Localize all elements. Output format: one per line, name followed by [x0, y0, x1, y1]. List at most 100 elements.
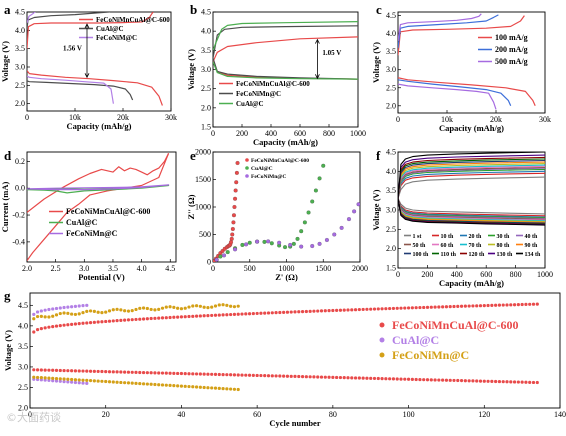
y-tick-label: 2.0: [18, 404, 28, 413]
data-point: [230, 232, 235, 237]
series-line: [27, 70, 163, 106]
data-point: [229, 236, 234, 241]
data-point: [54, 306, 59, 311]
data-point: [39, 368, 43, 372]
data-point: [134, 381, 138, 385]
data-point: [278, 310, 282, 315]
data-point: [107, 309, 112, 313]
series-line: [213, 25, 358, 59]
data-point: [153, 371, 157, 375]
x-tick-label: 120: [478, 410, 490, 419]
data-point: [85, 303, 89, 307]
data-point: [88, 321, 93, 325]
data-point: [295, 236, 300, 241]
data-point: [32, 375, 36, 379]
cycle-discharge-line: [398, 198, 545, 221]
legend-entry: CuAl@C: [251, 166, 273, 172]
panel-letter: c: [376, 2, 382, 17]
legend: 100 mA/g 200 mA/g 500 mA/g: [478, 33, 528, 66]
legend-entry: 80 th: [497, 243, 510, 249]
data-point: [138, 306, 142, 310]
data-point: [501, 380, 505, 384]
cycle-charge-line: [398, 165, 545, 199]
plot-area: [27, 12, 163, 106]
data-point: [274, 374, 278, 378]
data-point: [229, 373, 233, 377]
data-point: [388, 377, 392, 381]
data-point: [270, 311, 274, 315]
cycle-discharge-line: [398, 198, 545, 219]
data-point: [123, 381, 127, 385]
data-point: [115, 307, 119, 311]
data-point: [269, 241, 274, 246]
data-point: [126, 318, 131, 322]
data-point: [372, 376, 377, 381]
data-point: [54, 324, 59, 328]
y-tick-label: 2.5: [18, 383, 28, 392]
data-point: [289, 374, 293, 378]
data-point: [274, 311, 278, 315]
cycle-charge-line: [398, 168, 545, 199]
panel-letter: e: [190, 148, 196, 163]
x-tick-label: 30k: [165, 113, 177, 122]
data-point: [425, 305, 430, 309]
data-point: [467, 379, 471, 383]
data-point: [213, 372, 218, 376]
data-point: [218, 254, 223, 259]
series-line: [213, 36, 358, 63]
series-line: [27, 75, 114, 104]
y-tick-label: 2.0: [386, 101, 396, 110]
series-line: [27, 184, 170, 191]
series-line: [398, 15, 525, 56]
data-point: [96, 310, 100, 314]
cycle-discharge-line: [398, 198, 545, 217]
data-point: [361, 376, 365, 380]
data-point: [47, 368, 51, 372]
data-point: [369, 307, 373, 311]
panel-a: 0 10k 20k 30k 2.0 2.5 3.0 3.5 4.0 4.5 Capacity (mA…: [0, 2, 177, 131]
gap-annotation: 1.56 V: [63, 45, 82, 53]
legend: FeCoNiMnCuAl@C-600 CuAl@C FeCoNiMn@C: [245, 158, 309, 180]
cycle-discharge-line: [398, 198, 545, 215]
data-point: [234, 180, 239, 185]
data-point: [81, 378, 85, 382]
data-point: [210, 372, 214, 376]
data-point: [138, 370, 142, 375]
data-point: [32, 368, 36, 372]
y-tick-label: 4.0: [201, 27, 211, 36]
data-point: [66, 323, 70, 327]
data-point: [32, 312, 36, 316]
data-point: [293, 310, 297, 314]
cycle-discharge-line: [398, 198, 545, 220]
data-point: [157, 383, 161, 387]
data-point: [43, 378, 47, 382]
panel-letter: d: [4, 148, 12, 163]
data-point: [520, 302, 524, 307]
panel-f: 0 200 400 600 800 1000 1.5 2.0 2.5 3.0 3.5 4.0 4.5 Ca…: [371, 148, 553, 289]
y-tick-label: 0.2: [15, 157, 25, 166]
data-point: [202, 385, 206, 390]
series-line: [27, 12, 154, 49]
data-point: [310, 199, 315, 204]
data-point: [467, 304, 471, 308]
data-point: [130, 381, 134, 385]
data-point: [217, 313, 221, 317]
plot-frame: [212, 11, 359, 128]
x-tick-label: 100: [403, 410, 415, 419]
cycle-charge-line: [398, 164, 545, 199]
data-point: [308, 375, 312, 379]
data-point: [463, 379, 467, 383]
y-tick-label: 4.0: [386, 167, 396, 176]
data-point: [100, 369, 104, 374]
data-point: [104, 319, 108, 324]
panel-e: 0 500 1000 1500 2000 0 500 1000 1500 2000 Z' (Ω) Z'…: [186, 148, 368, 283]
data-point: [51, 314, 55, 318]
legend-entry: 30 th: [497, 234, 510, 240]
x-tick-label: 600: [294, 129, 306, 138]
y-tick-label: 500: [199, 230, 211, 239]
data-point: [157, 371, 161, 375]
data-point: [179, 315, 184, 319]
y-tick-label: 4.0: [18, 321, 28, 330]
data-point: [356, 202, 360, 207]
